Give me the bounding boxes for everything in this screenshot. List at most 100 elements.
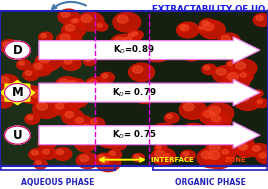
Circle shape bbox=[184, 49, 192, 55]
Circle shape bbox=[160, 129, 177, 141]
Circle shape bbox=[174, 43, 178, 46]
Circle shape bbox=[205, 141, 232, 160]
Circle shape bbox=[29, 149, 46, 160]
Circle shape bbox=[69, 18, 82, 27]
Circle shape bbox=[41, 139, 48, 144]
Circle shape bbox=[134, 155, 139, 158]
Circle shape bbox=[5, 84, 30, 102]
Circle shape bbox=[35, 53, 61, 71]
Circle shape bbox=[209, 106, 221, 115]
Circle shape bbox=[0, 96, 4, 102]
Circle shape bbox=[199, 19, 217, 31]
Circle shape bbox=[228, 62, 233, 66]
Circle shape bbox=[240, 144, 246, 149]
Text: EXTRACTABILITY OF UO: EXTRACTABILITY OF UO bbox=[152, 5, 265, 14]
Circle shape bbox=[62, 109, 84, 125]
Circle shape bbox=[204, 103, 234, 124]
Circle shape bbox=[58, 9, 79, 24]
Circle shape bbox=[129, 33, 135, 37]
Circle shape bbox=[18, 86, 43, 103]
Circle shape bbox=[19, 90, 37, 102]
Circle shape bbox=[253, 14, 268, 26]
Circle shape bbox=[12, 48, 20, 53]
Circle shape bbox=[34, 63, 43, 69]
Circle shape bbox=[179, 45, 187, 51]
Polygon shape bbox=[0, 80, 36, 105]
Circle shape bbox=[0, 40, 19, 53]
Circle shape bbox=[40, 148, 57, 159]
Polygon shape bbox=[39, 122, 260, 148]
Circle shape bbox=[117, 15, 128, 23]
Circle shape bbox=[85, 77, 108, 93]
Circle shape bbox=[62, 22, 85, 39]
Circle shape bbox=[213, 66, 237, 83]
Circle shape bbox=[88, 79, 98, 86]
Circle shape bbox=[65, 112, 74, 118]
Circle shape bbox=[178, 24, 191, 33]
Circle shape bbox=[100, 72, 114, 83]
Circle shape bbox=[81, 15, 92, 22]
Circle shape bbox=[208, 113, 231, 129]
Circle shape bbox=[202, 21, 209, 26]
Circle shape bbox=[71, 17, 85, 27]
Text: K$_D$= 0.79: K$_D$= 0.79 bbox=[112, 86, 156, 99]
Circle shape bbox=[239, 144, 247, 150]
Bar bbox=[0, 11, 268, 166]
Circle shape bbox=[255, 91, 259, 94]
Text: ORGANIC PHASE: ORGANIC PHASE bbox=[175, 178, 246, 187]
Circle shape bbox=[257, 100, 262, 104]
Circle shape bbox=[102, 74, 108, 78]
Circle shape bbox=[41, 34, 46, 38]
Circle shape bbox=[155, 150, 165, 157]
Circle shape bbox=[209, 144, 220, 152]
Circle shape bbox=[225, 134, 254, 154]
Circle shape bbox=[109, 138, 126, 150]
Circle shape bbox=[38, 137, 56, 150]
Circle shape bbox=[65, 78, 85, 92]
Circle shape bbox=[31, 61, 52, 76]
Circle shape bbox=[39, 32, 53, 42]
Circle shape bbox=[163, 131, 169, 136]
Circle shape bbox=[238, 71, 253, 82]
Circle shape bbox=[0, 94, 13, 108]
Circle shape bbox=[136, 89, 146, 96]
Circle shape bbox=[197, 148, 225, 168]
Text: 2: 2 bbox=[266, 9, 268, 13]
Circle shape bbox=[85, 58, 90, 62]
Circle shape bbox=[172, 41, 184, 50]
Circle shape bbox=[56, 104, 64, 109]
Circle shape bbox=[68, 51, 83, 61]
Circle shape bbox=[132, 153, 144, 162]
Circle shape bbox=[181, 150, 195, 160]
FancyArrowPatch shape bbox=[52, 2, 86, 9]
Circle shape bbox=[107, 150, 122, 160]
Circle shape bbox=[240, 73, 246, 77]
Circle shape bbox=[126, 32, 141, 42]
Circle shape bbox=[216, 68, 226, 75]
Circle shape bbox=[19, 61, 24, 65]
Circle shape bbox=[212, 115, 221, 122]
Circle shape bbox=[218, 33, 240, 49]
Circle shape bbox=[188, 130, 208, 144]
Circle shape bbox=[91, 119, 97, 124]
Circle shape bbox=[202, 64, 217, 74]
Circle shape bbox=[0, 77, 9, 83]
Text: ZONE: ZONE bbox=[225, 157, 247, 163]
Circle shape bbox=[27, 115, 33, 119]
Circle shape bbox=[184, 126, 195, 134]
Circle shape bbox=[203, 111, 213, 117]
Circle shape bbox=[235, 142, 258, 157]
Circle shape bbox=[237, 142, 254, 154]
Circle shape bbox=[82, 124, 90, 130]
Circle shape bbox=[133, 66, 143, 73]
Circle shape bbox=[23, 69, 39, 81]
Circle shape bbox=[180, 25, 185, 29]
Circle shape bbox=[137, 130, 145, 135]
Text: U: U bbox=[13, 129, 22, 142]
Circle shape bbox=[25, 114, 40, 124]
Circle shape bbox=[147, 45, 159, 53]
Circle shape bbox=[9, 46, 29, 59]
Circle shape bbox=[180, 25, 189, 31]
Text: K$_D$= 0.75: K$_D$= 0.75 bbox=[112, 129, 156, 141]
Circle shape bbox=[110, 151, 115, 155]
